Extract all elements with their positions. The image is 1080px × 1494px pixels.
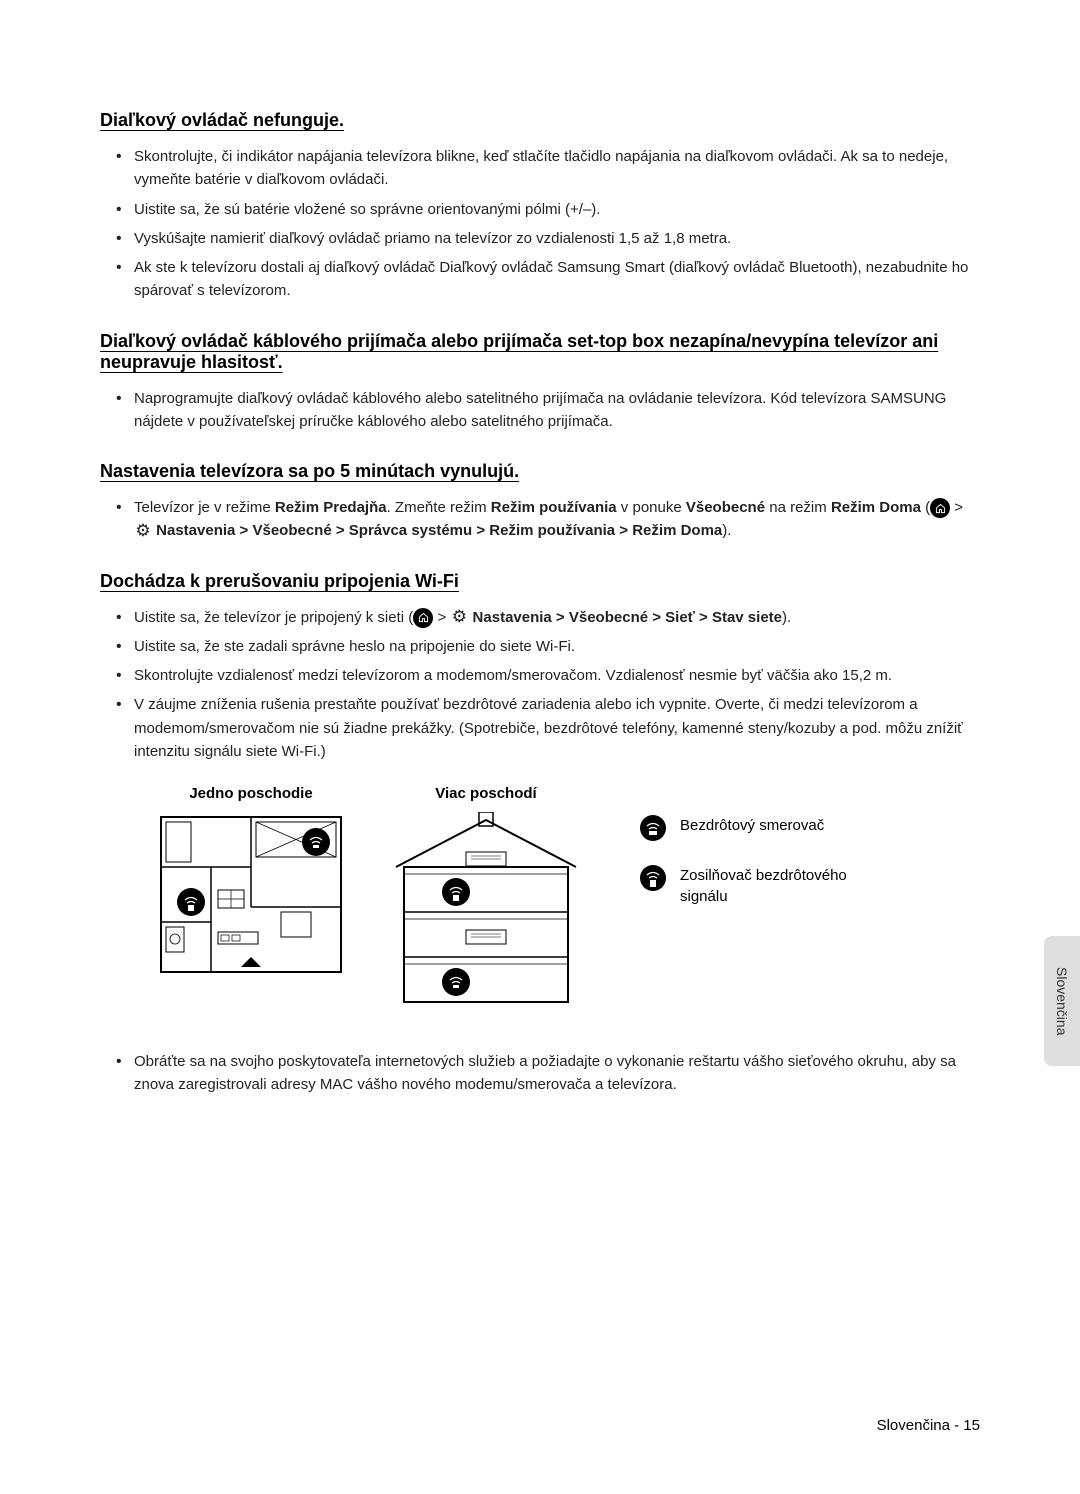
bold-text: Nastavenia > Všeobecné > Správca systému… [152, 522, 722, 539]
list-item: Uistite sa, že ste zadali správne heslo … [134, 635, 980, 658]
section-list: Uistite sa, že televízor je pripojený k … [100, 606, 980, 764]
gear-icon: ⚙ [450, 609, 468, 627]
list-item: Skontrolujte, či indikátor napájania tel… [134, 145, 980, 192]
section-list: Obráťte sa na svojho poskytovateľa inter… [100, 1050, 980, 1097]
legend-row-repeater: Zosilňovač bezdrôtového signálu [640, 865, 880, 907]
legend-row-router: Bezdrôtový smerovač [640, 815, 880, 841]
section-list: Skontrolujte, či indikátor napájania tel… [100, 145, 980, 303]
section-list: Naprogramujte diaľkový ovládač káblového… [100, 387, 980, 434]
text: ). [782, 609, 791, 626]
list-item: V záujme zníženia rušenia prestaňte použ… [134, 693, 980, 763]
diagram-single-floor: Jedno poschodie [156, 785, 346, 987]
diagram-label: Jedno poschodie [156, 785, 346, 802]
section-list: Televízor je v režime Režim Predajňa. Zm… [100, 496, 980, 543]
section-heading-wifi: Dochádza k prerušovaniu pripojenia Wi-Fi [100, 571, 980, 592]
gear-icon: ⚙ [134, 522, 152, 540]
text: ( [921, 499, 930, 516]
bold-text: Všeobecné [686, 499, 765, 516]
router-icon [640, 815, 666, 841]
page-content: Diaľkový ovládač nefunguje. Skontrolujte… [0, 0, 1080, 1163]
home-icon [413, 608, 433, 628]
list-item: Uistite sa, že sú batérie vložené so spr… [134, 198, 980, 221]
section-heading-settings-reset: Nastavenia televízora sa po 5 minútach v… [100, 461, 980, 482]
bold-text: Režim používania [491, 499, 617, 516]
side-tab-label: Slovenčina [1054, 967, 1070, 1036]
list-item: Naprogramujte diaľkový ovládač káblového… [134, 387, 980, 434]
list-item: Uistite sa, že televízor je pripojený k … [134, 606, 980, 629]
list-item: Obráťte sa na svojho poskytovateľa inter… [134, 1050, 980, 1097]
repeater-icon [640, 865, 666, 891]
legend-label: Bezdrôtový smerovač [680, 815, 824, 836]
section-heading-remote: Diaľkový ovládač nefunguje. [100, 110, 980, 131]
legend-label: Zosilňovač bezdrôtového signálu [680, 865, 880, 907]
bold-text: Nastavenia > Všeobecné > Sieť > Stav sie… [468, 609, 782, 626]
text: na režim [765, 499, 831, 516]
page-footer: Slovenčina - 15 [877, 1417, 980, 1434]
diagram-multi-floor: Viac poschodí [386, 785, 586, 1012]
diagram-label: Viac poschodí [386, 785, 586, 802]
bold-text: Režim Doma [831, 499, 921, 516]
text: ). [722, 522, 731, 539]
list-item: Ak ste k televízoru dostali aj diaľkový … [134, 256, 980, 303]
text: Uistite sa, že televízor je pripojený k … [134, 609, 413, 626]
list-item: Televízor je v režime Režim Predajňa. Zm… [134, 496, 980, 543]
language-side-tab: Slovenčina [1044, 936, 1080, 1066]
text: . Zmeňte režim [387, 499, 491, 516]
section-heading-cable-remote: Diaľkový ovládač káblového prijímača ale… [100, 331, 980, 373]
wifi-diagrams: Jedno poschodie [156, 785, 980, 1012]
home-icon [930, 498, 950, 518]
diagram-legend: Bezdrôtový smerovač Zosilňovač bezdrôtov… [640, 815, 880, 931]
bold-text: Režim Predajňa [275, 499, 387, 516]
text: v ponuke [617, 499, 686, 516]
house-section-diagram [386, 812, 586, 1012]
floor-plan-diagram [156, 812, 346, 987]
list-item: Vyskúšajte namieriť diaľkový ovládač pri… [134, 227, 980, 250]
text: Televízor je v režime [134, 499, 275, 516]
list-item: Skontrolujte vzdialenosť medzi televízor… [134, 664, 980, 687]
